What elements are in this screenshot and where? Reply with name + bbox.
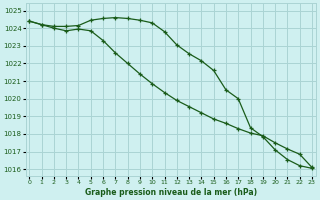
- X-axis label: Graphe pression niveau de la mer (hPa): Graphe pression niveau de la mer (hPa): [84, 188, 257, 197]
